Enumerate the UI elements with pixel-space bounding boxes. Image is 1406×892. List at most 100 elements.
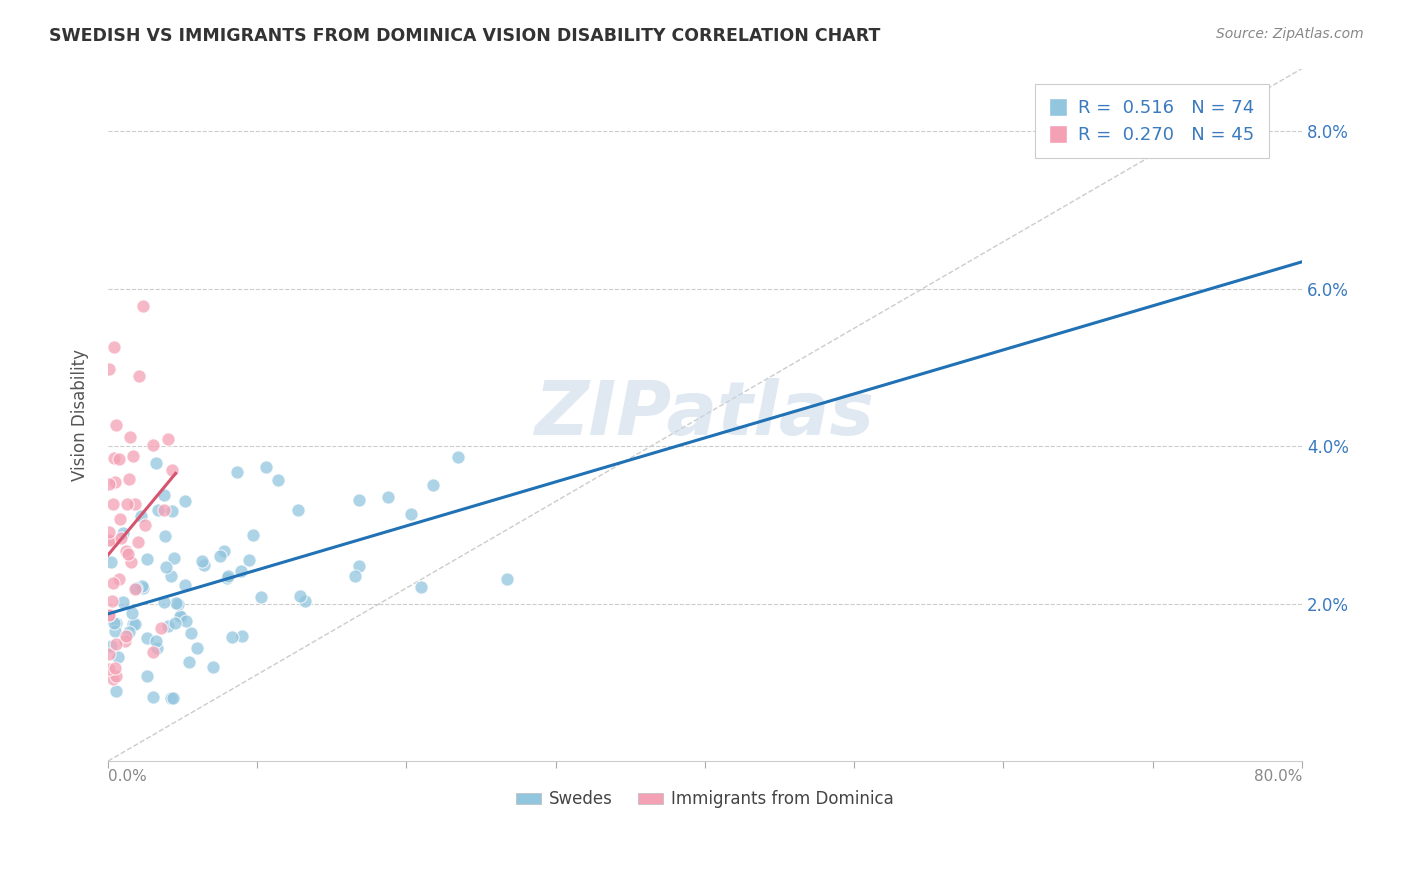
Point: [101, 575, 124, 590]
Point: [104, 475, 127, 490]
Point: [267, 473, 290, 487]
Point: [180, 625, 202, 640]
Point: [153, 595, 176, 609]
Point: [104, 624, 127, 638]
Point: [152, 502, 174, 516]
Point: [152, 488, 174, 502]
Point: [132, 581, 155, 595]
Text: 80.0%: 80.0%: [1254, 770, 1302, 784]
Point: [115, 544, 138, 558]
Point: [100, 555, 122, 569]
Point: [146, 503, 169, 517]
Point: [98, 362, 121, 376]
Point: [160, 569, 183, 583]
Point: [167, 597, 190, 611]
Point: [142, 438, 165, 452]
Point: [115, 497, 138, 511]
Point: [114, 629, 136, 643]
Point: [107, 650, 129, 665]
Point: [217, 569, 239, 583]
Point: [145, 634, 167, 648]
Legend: Swedes, Immigrants from Dominica: Swedes, Immigrants from Dominica: [509, 784, 901, 815]
Point: [212, 544, 235, 558]
Point: [103, 340, 125, 354]
Point: [163, 615, 186, 630]
Point: [163, 550, 186, 565]
Point: [117, 547, 139, 561]
Point: [104, 669, 127, 683]
Point: [169, 609, 191, 624]
Point: [495, 572, 517, 586]
Point: [108, 572, 131, 586]
Point: [101, 594, 124, 608]
Point: [174, 615, 197, 629]
Point: [169, 610, 191, 624]
Point: [122, 617, 145, 632]
Point: [104, 684, 127, 698]
Point: [399, 507, 422, 521]
Point: [98, 524, 121, 539]
Point: [125, 582, 148, 596]
Point: [127, 535, 149, 549]
Point: [135, 669, 157, 683]
Point: [97, 608, 120, 623]
Point: [160, 504, 183, 518]
Point: [157, 432, 180, 446]
Point: [422, 478, 444, 492]
Point: [290, 590, 312, 604]
Point: [145, 456, 167, 470]
Point: [120, 430, 142, 444]
Point: [121, 450, 143, 464]
Point: [254, 459, 277, 474]
Point: [100, 639, 122, 653]
Point: [155, 560, 177, 574]
Point: [208, 549, 231, 564]
Point: [177, 655, 200, 669]
Point: [242, 528, 264, 542]
Point: [124, 582, 146, 596]
Point: [103, 450, 125, 465]
Point: [229, 564, 252, 578]
Point: [165, 596, 187, 610]
Point: [97, 647, 120, 661]
Point: [108, 512, 131, 526]
Point: [132, 299, 155, 313]
Point: [145, 640, 167, 655]
Point: [101, 672, 124, 686]
Point: [131, 579, 153, 593]
Point: [97, 607, 120, 622]
Point: [121, 606, 143, 620]
Point: [108, 451, 131, 466]
Point: [114, 634, 136, 648]
Point: [221, 630, 243, 644]
Point: [110, 531, 132, 545]
Point: [142, 645, 165, 659]
Point: [447, 450, 470, 465]
Point: [129, 508, 152, 523]
Point: [231, 630, 253, 644]
Point: [120, 555, 142, 569]
Point: [98, 662, 121, 676]
Point: [135, 552, 157, 566]
Point: [215, 571, 238, 585]
Point: [186, 641, 208, 656]
Point: [111, 595, 134, 609]
Point: [202, 659, 225, 673]
Point: [105, 616, 128, 631]
Point: [118, 472, 141, 486]
Point: [103, 533, 125, 548]
Text: 0.0%: 0.0%: [108, 770, 146, 784]
Point: [160, 691, 183, 706]
Point: [142, 690, 165, 704]
Point: [104, 417, 127, 432]
Point: [294, 594, 316, 608]
Point: [128, 368, 150, 383]
Point: [101, 497, 124, 511]
Point: [174, 493, 197, 508]
Point: [150, 621, 173, 635]
Point: [347, 558, 370, 573]
Point: [193, 558, 215, 573]
Point: [136, 631, 159, 645]
Text: ZIPatlas: ZIPatlas: [534, 378, 875, 451]
Point: [347, 493, 370, 508]
